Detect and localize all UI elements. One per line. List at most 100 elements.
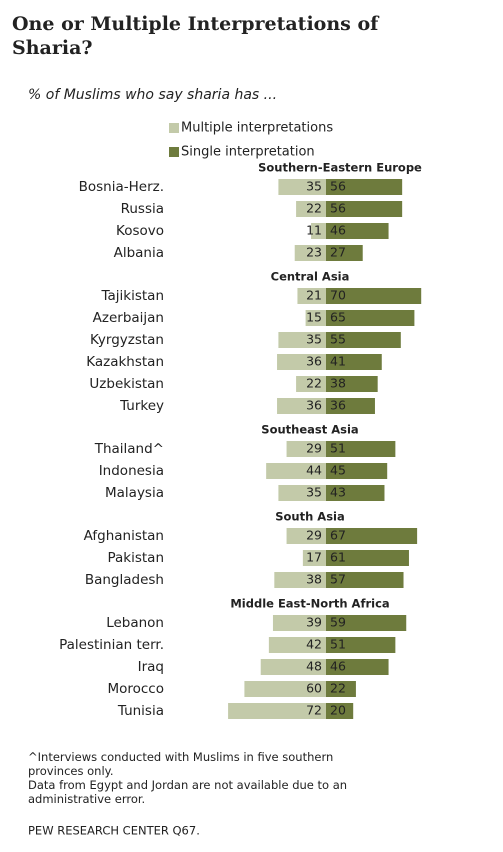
- bar: [286, 528, 326, 544]
- value-label: 39: [306, 615, 322, 630]
- legend-label: Multiple interpretations: [181, 121, 333, 136]
- bar: [326, 288, 422, 304]
- value-label: 36: [330, 398, 346, 413]
- value-label: 61: [330, 550, 346, 565]
- source: PEW RESEARCH CENTER Q67.: [28, 824, 200, 838]
- value-label: 35: [306, 485, 322, 500]
- bar: [296, 376, 326, 392]
- value-label: 17: [306, 550, 322, 565]
- value-label: 38: [306, 572, 322, 587]
- value-label: 15: [306, 310, 322, 325]
- bar: [326, 441, 396, 457]
- value-label: 22: [330, 681, 346, 696]
- bar: [326, 463, 388, 479]
- category-label: Azerbaijan: [93, 310, 164, 326]
- value-label: 22: [306, 201, 322, 216]
- category-label: Kazakhstan: [86, 354, 164, 370]
- value-label: 70: [330, 288, 346, 303]
- group-header: Southeast Asia: [261, 423, 358, 437]
- category-label: Indonesia: [99, 463, 164, 479]
- bar: [272, 615, 326, 631]
- bar: [277, 354, 326, 370]
- bar: [278, 179, 326, 195]
- value-label: 57: [330, 572, 346, 587]
- category-label: Bangladesh: [85, 572, 164, 588]
- value-label: 59: [330, 615, 346, 630]
- value-label: 35: [306, 332, 322, 347]
- value-label: 56: [330, 179, 346, 194]
- group-header: Middle East-North Africa: [230, 597, 389, 611]
- category-label: Uzbekistan: [89, 376, 164, 392]
- category-label: Bosnia-Herz.: [79, 179, 164, 195]
- bar: [326, 703, 354, 719]
- value-label: 43: [330, 485, 346, 500]
- group-header: South Asia: [275, 510, 345, 524]
- bar: [326, 354, 382, 370]
- bar: [266, 463, 326, 479]
- bar: [268, 637, 326, 653]
- group-header: Southern-Eastern Europe: [258, 161, 422, 175]
- value-label: 51: [330, 441, 346, 456]
- category-label: Lebanon: [106, 615, 164, 631]
- value-label: 46: [330, 659, 346, 674]
- value-label: 38: [330, 376, 346, 391]
- bar: [326, 485, 385, 501]
- value-label: 42: [306, 637, 322, 652]
- category-label: Russia: [121, 201, 164, 217]
- value-label: 36: [306, 354, 322, 369]
- category-label: Tajikistan: [100, 288, 164, 304]
- bar: [326, 332, 401, 348]
- bar: [326, 681, 356, 697]
- value-label: 36: [306, 398, 322, 413]
- group-header: Central Asia: [271, 270, 350, 284]
- category-label: Malaysia: [105, 485, 164, 501]
- category-label: Morocco: [107, 681, 164, 697]
- category-label: Kyrgyzstan: [90, 332, 164, 348]
- category-label: Turkey: [119, 398, 164, 414]
- value-label: 65: [330, 310, 346, 325]
- bar: [326, 572, 404, 588]
- footnote: Data from Egypt and Jordan are not avail…: [28, 778, 347, 806]
- category-label: Kosovo: [116, 223, 164, 239]
- subtitle: % of Muslims who say sharia has ...: [28, 87, 277, 103]
- value-label: 72: [306, 703, 322, 718]
- value-label: 23: [306, 245, 322, 260]
- bar: [278, 485, 326, 501]
- bar: [296, 201, 326, 217]
- bar: [326, 245, 363, 261]
- legend-swatch: [169, 147, 179, 157]
- bar: [326, 179, 403, 195]
- value-label: 29: [306, 441, 322, 456]
- category-label: Afghanistan: [84, 528, 164, 544]
- bar: [260, 659, 326, 675]
- value-label: 51: [330, 637, 346, 652]
- value-label: 60: [306, 681, 322, 696]
- bar: [297, 288, 326, 304]
- value-label: 44: [306, 463, 322, 478]
- bar: [302, 550, 326, 566]
- bar: [278, 332, 326, 348]
- chart-title: One or Multiple Interpretations of Sharia…: [12, 13, 380, 59]
- value-label: 11: [306, 223, 322, 238]
- value-label: 21: [306, 288, 322, 303]
- category-label: Thailand^: [94, 441, 164, 457]
- value-label: 67: [330, 528, 346, 543]
- bar: [326, 376, 378, 392]
- bar: [326, 398, 375, 414]
- bar: [274, 572, 326, 588]
- bar: [286, 441, 326, 457]
- category-label: Iraq: [138, 659, 164, 675]
- value-label: 29: [306, 528, 322, 543]
- legend-swatch: [169, 123, 179, 133]
- bar: [326, 615, 407, 631]
- bar: [294, 245, 326, 261]
- bar: [305, 310, 326, 326]
- value-label: 45: [330, 463, 346, 478]
- bar: [326, 223, 389, 239]
- value-label: 35: [306, 179, 322, 194]
- bar: [326, 659, 389, 675]
- bar: [326, 201, 403, 217]
- category-label: Tunisia: [117, 703, 164, 719]
